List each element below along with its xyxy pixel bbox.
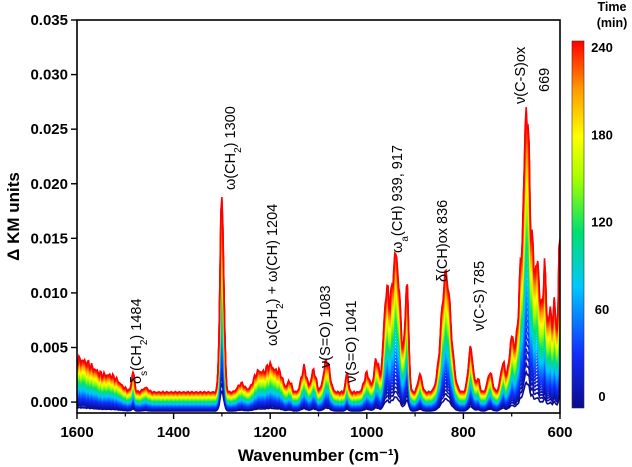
spectra-group (77, 107, 560, 412)
x-tick-label: 1200 (254, 424, 287, 441)
annotation-text: ) + ω(CH) 1204 (265, 204, 281, 304)
annotation-text: δ (129, 376, 145, 384)
annotation-d_chox: δ(CH)ox 836 (435, 200, 451, 282)
x-tick-label: 1000 (350, 424, 383, 441)
annotation-text: (CH) 939, 917 (390, 145, 406, 236)
annotation-w_ch2: ω(CH2) 1300 (223, 106, 244, 190)
annotation-v_so_1041: ν(S=O) 1041 (344, 300, 360, 383)
annotation-text: ) 1484 (129, 298, 145, 339)
annotation-text: ω (390, 242, 406, 253)
y-tick-label: 0.015 (30, 230, 68, 247)
annotation-subscript: a (400, 236, 411, 242)
x-tick-label: 1600 (60, 424, 93, 441)
annotation-text: (CH (129, 345, 145, 371)
annotation-subscript: 2 (139, 339, 150, 345)
y-tick-label: 0.030 (30, 67, 68, 84)
colorbar-tick-label: 240 (591, 40, 613, 55)
y-tick-label: 0.005 (30, 340, 68, 357)
colorbar: Time (min) 0 60 120 180 240 (571, 0, 628, 409)
annotation-v_cs: ν(C-S) 785 (472, 261, 488, 331)
y-tick-label: 0.035 (30, 12, 68, 29)
colorbar-tick-label: 120 (591, 215, 613, 230)
annotation-text: ν(C-S)ox (513, 46, 529, 104)
annotation-text: ) 1300 (223, 106, 239, 147)
annotation-wa_ch: ωa(CH) 939, 917 (390, 145, 411, 253)
colorbar-tick-label: 180 (591, 127, 613, 142)
annotation-text: ν(C-S) 785 (472, 261, 488, 331)
y-axis-title: Δ KM units (4, 172, 23, 261)
annotation-w_ch2_ch: ω(CH2) + ω(CH) 1204 (265, 204, 286, 346)
annotation-d_ch2: δs(CH2) 1484 (129, 298, 150, 384)
colorbar-gradient (571, 40, 585, 409)
annotation-v_csox: ν(C-S)ox (513, 46, 529, 104)
annotation-text: ω(CH (223, 153, 239, 190)
x-tick-label: 1400 (157, 424, 190, 441)
y-tick-label: 0.000 (30, 394, 68, 411)
annotation-v_so_1083: ν(S=O) 1083 (318, 285, 334, 368)
annotation-subscript: s (139, 371, 150, 376)
y-tick-label: 0.020 (30, 176, 68, 193)
annotation-text: ν(S=O) 1083 (318, 285, 334, 368)
colorbar-title: Time (598, 0, 627, 14)
annotation-text: ν(S=O) 1041 (344, 300, 360, 383)
colorbar-unit: (min) (597, 16, 628, 30)
annotation-v_csox_num: 669 (537, 68, 553, 92)
spectrum-line-47 (77, 107, 560, 395)
annotation-subscript: 2 (275, 303, 286, 309)
x-axis-title: Wavenumber (cm⁻¹) (238, 446, 399, 465)
annotation-text: δ(CH)ox 836 (435, 200, 451, 282)
y-tick-label: 0.010 (30, 285, 68, 302)
axes-group: 1600 1400 1200 1000 800 600 0.000 0.005 0.010 0.0… (4, 12, 573, 465)
colorbar-tick-label: 60 (595, 302, 609, 317)
annotation-text: 669 (537, 68, 553, 92)
x-tick-label: 600 (547, 424, 572, 441)
y-tick-label: 0.025 (30, 121, 68, 138)
annotation-subscript: 2 (233, 147, 244, 153)
colorbar-tick-label: 0 (598, 389, 605, 404)
annotation-text: ω(CH (265, 309, 281, 346)
x-tick-label: 800 (451, 424, 476, 441)
